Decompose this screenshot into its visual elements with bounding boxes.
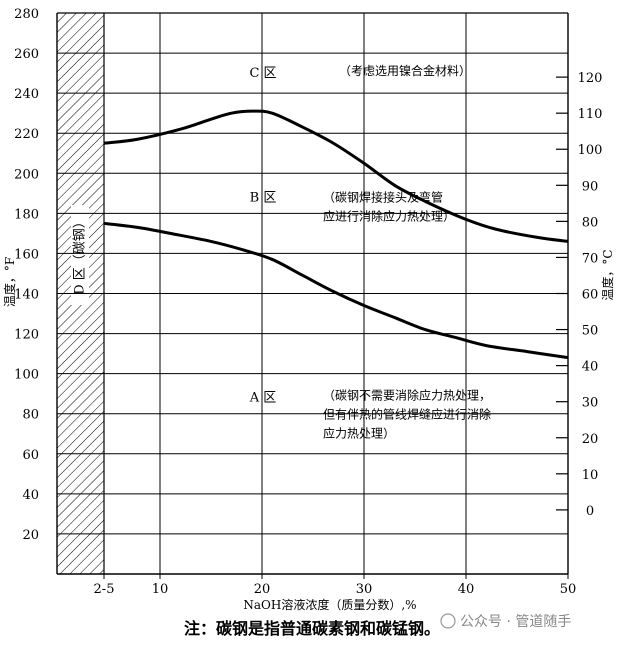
zone-note-line: （考虑选用镍合金材料）: [339, 63, 471, 78]
y-left-tick-label: 120: [14, 328, 39, 343]
zone-label: A 区: [249, 391, 277, 406]
y-left-tick-label: 100: [14, 368, 39, 383]
y-left-tick-label: 180: [14, 207, 39, 222]
y-left-tick-label: 220: [14, 127, 39, 142]
series-line-1: [103, 109, 569, 243]
watermark: 公众号 · 管道随手: [440, 613, 571, 630]
y-right-axis-title: 温度，°C: [600, 249, 615, 300]
x-tick-label: 20: [254, 582, 271, 597]
axes: 204060801001201401601802002202402602802-…: [2, 7, 615, 612]
y-right-tick-label: 0: [586, 504, 594, 519]
x-tick-label: 30: [356, 582, 373, 597]
y-right-tick-label: 20: [582, 432, 599, 447]
zone-note-line: 应力热处理）: [323, 426, 395, 441]
y-right-tick-label: 50: [582, 324, 599, 339]
zone-note-line: （碳钢焊接接头及弯管: [323, 189, 443, 204]
watermark-text: 公众号 · 管道随手: [460, 614, 571, 630]
zone-note-line: 但有伴热的管线焊缝应进行消除: [323, 407, 491, 422]
zone-label: B 区: [250, 190, 277, 205]
y-left-tick-label: 160: [14, 247, 39, 262]
y-left-tick-label: 140: [14, 288, 39, 303]
d-zone-label-box: [71, 205, 89, 305]
y-right-tick-label: 40: [582, 360, 599, 375]
grid: [57, 13, 568, 574]
y-left-tick-label: 80: [22, 408, 39, 423]
y-left-tick-label: 200: [14, 167, 39, 182]
series-line-2: [103, 221, 569, 360]
footer: 注：碳钢是指普通碳素钢和碳锰钢。 公众号 · 管道随手: [184, 613, 571, 638]
y-right-tick-label: 70: [582, 251, 599, 266]
y-right-tick-label: 10: [582, 468, 599, 483]
x-axis-title: NaOH溶液浓度（质量分数）,%: [243, 597, 416, 612]
y-left-tick-label: 240: [14, 87, 39, 102]
y-left-axis-title: 温度，°F: [2, 257, 17, 307]
x-tick-label: 10: [152, 582, 169, 597]
zone-note-line: 应进行消除应力热处理）: [323, 208, 455, 223]
y-right-tick-label: 80: [582, 215, 599, 230]
x-tick-label: 50: [560, 582, 577, 597]
zone-note-line: （碳钢不需要消除应力热处理，: [323, 388, 491, 403]
y-right-tick-label: 100: [578, 143, 603, 158]
y-right-tick-label: 120: [578, 71, 603, 86]
y-left-tick-label: 260: [14, 47, 39, 62]
y-right-tick-label: 110: [578, 107, 603, 122]
zone-label: C 区: [249, 66, 276, 81]
wechat-icon: [440, 613, 456, 629]
footnote: 注：碳钢是指普通碳素钢和碳锰钢。: [184, 619, 440, 638]
y-left-tick-label: 60: [22, 448, 39, 463]
y-right-tick-label: 30: [582, 396, 599, 411]
x-tick-label: 40: [458, 582, 475, 597]
x-tick-label: 2-5: [94, 582, 115, 597]
y-right-tick-label: 60: [582, 288, 599, 303]
y-left-tick-label: 20: [22, 528, 39, 543]
d-zone-label: D 区（碳钢）: [73, 215, 88, 295]
y-left-tick-label: 280: [14, 7, 39, 22]
y-right-tick-label: 90: [582, 179, 599, 194]
y-left-tick-label: 40: [22, 488, 39, 503]
series-lines: [103, 109, 569, 360]
